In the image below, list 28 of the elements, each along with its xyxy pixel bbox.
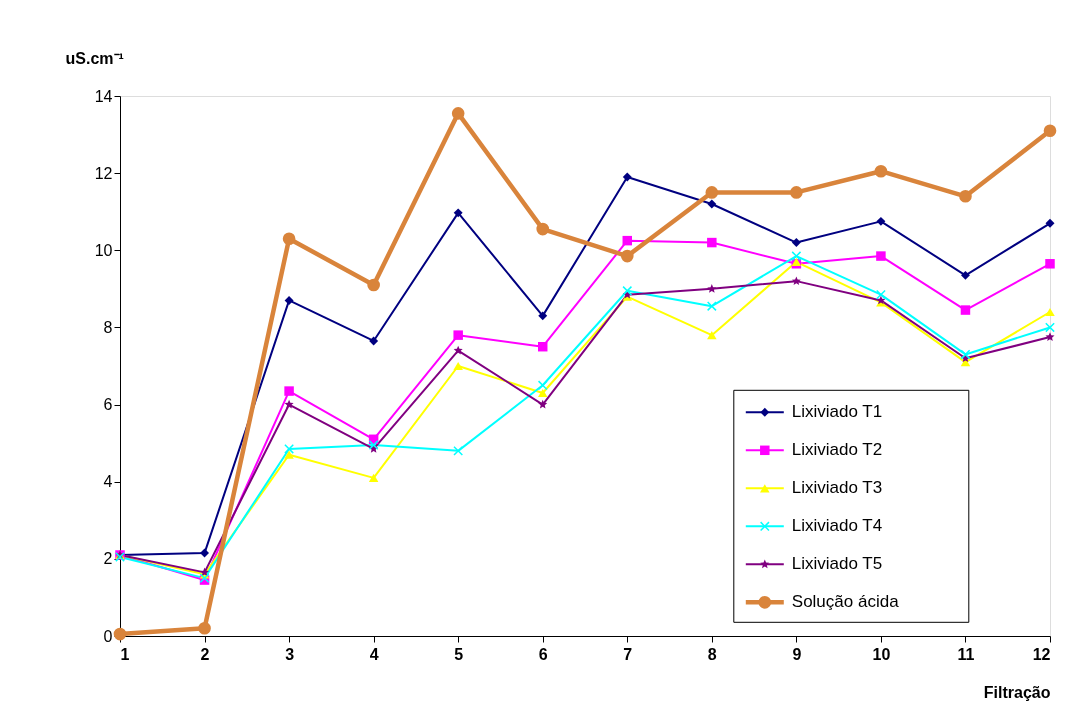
x-tick-label: 5: [454, 645, 464, 663]
legend-label: Lixiviado T5: [791, 554, 883, 574]
y-tick-label: 2: [103, 550, 113, 568]
legend-label: Lixiviado T4: [791, 516, 883, 536]
x-axis-title: Filtração: [983, 683, 1051, 701]
x-tick-label: 10: [872, 645, 891, 663]
x-tick-label: 4: [369, 645, 379, 663]
y-tick-label: 12: [94, 164, 113, 182]
x-tick-label: 9: [792, 645, 802, 663]
y-tick-label: 4: [103, 473, 113, 491]
x-tick-label: 11: [957, 645, 975, 663]
x-tick-label: 7: [623, 645, 633, 663]
x-tick-label: 8: [707, 645, 717, 663]
legend-label: Lixiviado T3: [791, 478, 883, 498]
x-tick-label: 2: [200, 645, 210, 663]
y-tick-label: 10: [94, 241, 113, 259]
x-tick-label: 12: [1032, 645, 1051, 663]
y-tick-label: 8: [103, 318, 113, 336]
y-tick-label: 6: [103, 396, 113, 414]
y-tick-label: 14: [94, 87, 113, 105]
legend-label: Lixiviado T1: [791, 402, 883, 422]
legend-label: Lixiviado T2: [791, 440, 883, 460]
y-axis-title: uS.cm⁻¹: [65, 49, 124, 67]
y-tick-label: 0: [103, 627, 113, 645]
x-tick-label: 3: [285, 645, 295, 663]
x-tick-label: 6: [538, 645, 548, 663]
legend-label: Solução ácida: [791, 592, 900, 612]
x-tick-label: 1: [120, 645, 130, 663]
